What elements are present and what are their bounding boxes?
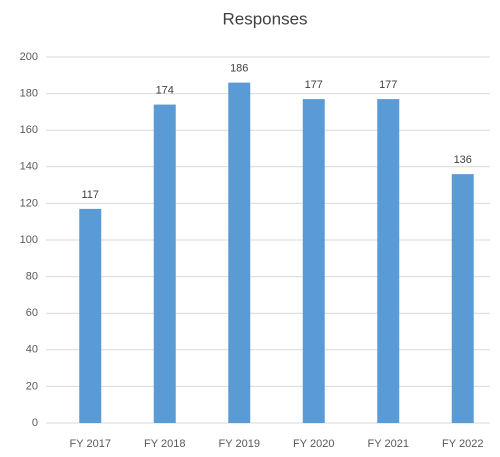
y-tick-label: 20 <box>26 380 38 392</box>
x-tick-label: FY 2018 <box>144 438 185 450</box>
data-label: 136 <box>454 154 472 166</box>
bar <box>153 104 176 423</box>
y-tick-label: 200 <box>20 51 38 63</box>
bar <box>228 82 251 424</box>
bar <box>79 208 102 423</box>
y-tick-label: 140 <box>20 161 38 173</box>
y-tick-label: 160 <box>20 124 38 136</box>
data-label: 174 <box>156 84 174 96</box>
x-tick-label: FY 2020 <box>293 438 334 450</box>
x-tick-label: FY 2022 <box>442 438 483 450</box>
y-tick-label: 180 <box>20 88 38 100</box>
bar <box>377 99 400 423</box>
y-tick-label: 60 <box>26 307 38 319</box>
y-tick-label: 0 <box>32 417 38 429</box>
y-tick-label: 80 <box>26 271 38 283</box>
data-label: 177 <box>305 79 323 91</box>
bar <box>451 174 474 423</box>
data-label: 117 <box>81 189 99 201</box>
y-tick-label: 100 <box>20 234 38 246</box>
bar <box>302 99 325 423</box>
y-tick-label: 40 <box>26 344 38 356</box>
data-label: 177 <box>379 79 397 91</box>
x-tick-label: FY 2017 <box>70 438 111 450</box>
x-tick-label: FY 2019 <box>219 438 260 450</box>
data-label: 186 <box>230 63 248 75</box>
x-tick-label: FY 2021 <box>368 438 409 450</box>
y-tick-label: 120 <box>20 197 38 209</box>
chart-title: Responses <box>222 9 307 28</box>
